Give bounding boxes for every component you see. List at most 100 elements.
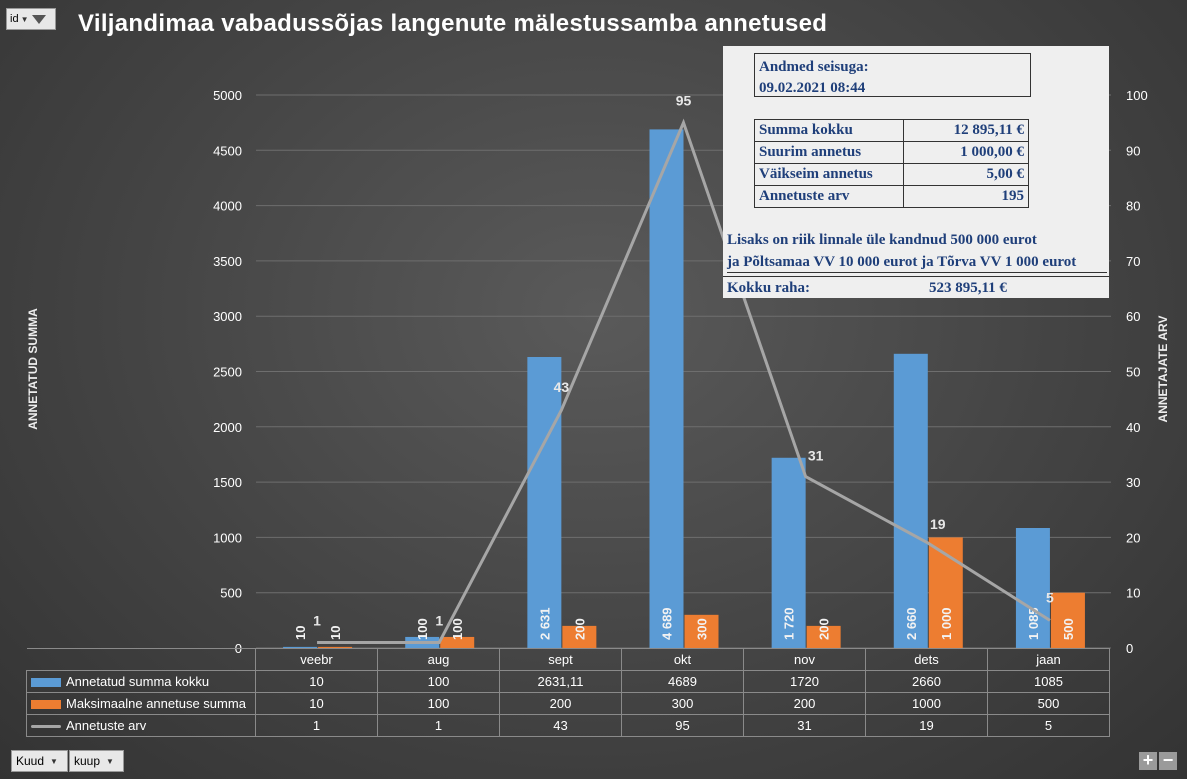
asof-box: Andmed seisuga: 09.02.2021 08:44 bbox=[754, 53, 1031, 97]
bar-annetatud-summa bbox=[527, 356, 562, 648]
bar-data-label: 200 bbox=[572, 618, 587, 640]
line-data-label: 19 bbox=[930, 516, 946, 532]
table-cell: 100 bbox=[377, 692, 500, 715]
bar-annetatud-summa bbox=[1015, 527, 1050, 648]
table-cell: 1 bbox=[255, 714, 378, 737]
right-tick-label: 90 bbox=[1126, 143, 1140, 158]
funnel-icon bbox=[32, 14, 47, 24]
category-header: sept bbox=[499, 648, 622, 671]
category-header: dets bbox=[865, 648, 988, 671]
kuup-field-label: kuup bbox=[74, 754, 101, 768]
bar-data-label: 2 660 bbox=[904, 607, 919, 640]
line-data-label: 1 bbox=[313, 612, 321, 628]
zoom-controls: + − bbox=[1139, 751, 1177, 770]
bar-data-label: 100 bbox=[415, 618, 430, 640]
stats-row: Suurim annetus 1 000,00 € bbox=[754, 141, 1029, 164]
zoom-in-button[interactable]: + bbox=[1139, 751, 1157, 770]
right-tick-label: 50 bbox=[1126, 365, 1140, 380]
stats-key: Väikseim annetus bbox=[754, 163, 904, 186]
chart-data-table: veebr aug sept okt nov dets jaan Annetat… bbox=[26, 648, 1110, 737]
right-tick-label: 30 bbox=[1126, 475, 1140, 490]
bar-maksimaalne-annetus bbox=[318, 646, 353, 648]
kuud-field-button[interactable]: Kuud ▼ bbox=[11, 750, 68, 772]
table-cell: 1 bbox=[377, 714, 500, 737]
bar-data-label: 4 689 bbox=[660, 607, 675, 640]
table-cell: 95 bbox=[621, 714, 744, 737]
asof-value: 09.02.2021 08:44 bbox=[759, 80, 866, 96]
left-tick-label: 3500 bbox=[213, 254, 242, 269]
id-filter-button[interactable]: id ▼ bbox=[6, 8, 56, 30]
total-label: Kokku raha: bbox=[727, 280, 810, 296]
left-tick-label: 1000 bbox=[213, 530, 242, 545]
right-tick-label: 60 bbox=[1126, 309, 1140, 324]
table-cell: 200 bbox=[499, 692, 622, 715]
table-cell: 10 bbox=[255, 692, 378, 715]
series-name: Maksimaalne annetuse summa bbox=[66, 696, 246, 711]
table-cell: 1085 bbox=[987, 670, 1110, 693]
id-filter-label: id bbox=[10, 13, 19, 25]
extra-note-line-1: Lisaks on riik linnale üle kandnud 500 0… bbox=[727, 232, 1037, 248]
series-name: Annetatud summa kokku bbox=[66, 674, 210, 689]
left-tick-label: 500 bbox=[220, 586, 242, 601]
stats-value: 5,00 € bbox=[903, 163, 1029, 186]
left-tick-label: 2000 bbox=[213, 420, 242, 435]
bar-annetatud-summa bbox=[771, 457, 806, 648]
category-header: okt bbox=[621, 648, 744, 671]
series-legend-entry: Annetatud summa kokku bbox=[26, 670, 256, 693]
stats-key: Suurim annetus bbox=[754, 141, 904, 164]
table-cell: 200 bbox=[743, 692, 866, 715]
bar-annetatud-summa bbox=[649, 129, 684, 648]
total-value: 523 895,11 € bbox=[929, 280, 1007, 296]
left-tick-label: 2500 bbox=[213, 365, 242, 380]
line-data-label: 1 bbox=[435, 612, 443, 628]
right-tick-label: 70 bbox=[1126, 254, 1140, 269]
table-cell: 1720 bbox=[743, 670, 866, 693]
zoom-out-button[interactable]: − bbox=[1159, 751, 1177, 770]
right-tick-label: 40 bbox=[1126, 420, 1140, 435]
right-tick-label: 10 bbox=[1126, 586, 1140, 601]
bar-maksimaalne-annetus bbox=[440, 636, 475, 648]
bar-data-label: 500 bbox=[1061, 618, 1076, 640]
table-cell: 500 bbox=[987, 692, 1110, 715]
category-header: aug bbox=[377, 648, 500, 671]
stats-row: Väikseim annetus 5,00 € bbox=[754, 163, 1029, 186]
bar-maksimaalne-annetus bbox=[684, 614, 719, 648]
line-annetuste-arv bbox=[317, 118, 1051, 644]
stats-value: 1 000,00 € bbox=[903, 141, 1029, 164]
table-cell: 43 bbox=[499, 714, 622, 737]
stats-row: Annetuste arv 195 bbox=[754, 185, 1029, 208]
line-data-label: 95 bbox=[676, 93, 692, 109]
table-cell: 1000 bbox=[865, 692, 988, 715]
bar-data-label: 300 bbox=[695, 618, 710, 640]
stats-table: Summa kokku 12 895,11 € Suurim annetus 1 0… bbox=[754, 119, 1029, 208]
bar-data-label: 1 000 bbox=[939, 607, 954, 640]
left-tick-label: 4500 bbox=[213, 143, 242, 158]
data-table-row: Annetatud summa kokku 10 100 2631,11 468… bbox=[26, 670, 1110, 693]
data-table-row: Annetuste arv 1 1 43 95 31 19 5 bbox=[26, 714, 1110, 737]
bar-annetatud-summa bbox=[893, 353, 928, 648]
kuup-field-button[interactable]: kuup ▼ bbox=[69, 750, 124, 772]
asof-label: Andmed seisuga: bbox=[759, 59, 869, 75]
blue-legend-key bbox=[31, 678, 61, 688]
category-header: veebr bbox=[255, 648, 378, 671]
bar-data-label: 1 085 bbox=[1026, 607, 1041, 640]
bar-maksimaalne-annetus bbox=[1050, 592, 1085, 648]
table-cell: 2631,11 bbox=[499, 670, 622, 693]
line-data-label: 43 bbox=[554, 379, 570, 395]
bar-data-label: 100 bbox=[450, 618, 465, 640]
data-table-row: Maksimaalne annetuse summa 10 100 200 30… bbox=[26, 692, 1110, 715]
total-row: Kokku raha: 523 895,11 € bbox=[723, 276, 1109, 298]
table-cell: 100 bbox=[377, 670, 500, 693]
table-cell: 2660 bbox=[865, 670, 988, 693]
dropdown-caret-icon: ▼ bbox=[50, 756, 58, 766]
stats-key: Summa kokku bbox=[754, 119, 904, 142]
dropdown-caret-icon: ▼ bbox=[20, 14, 29, 24]
right-tick-label: 0 bbox=[1126, 641, 1133, 656]
series-name: Annetuste arv bbox=[66, 718, 147, 733]
category-header: nov bbox=[743, 648, 866, 671]
left-tick-label: 3000 bbox=[213, 309, 242, 324]
bar-maksimaalne-annetus bbox=[806, 625, 841, 648]
left-tick-label: 4000 bbox=[213, 199, 242, 214]
line-data-label: 31 bbox=[808, 448, 824, 464]
left-tick-label: 5000 bbox=[213, 88, 242, 103]
